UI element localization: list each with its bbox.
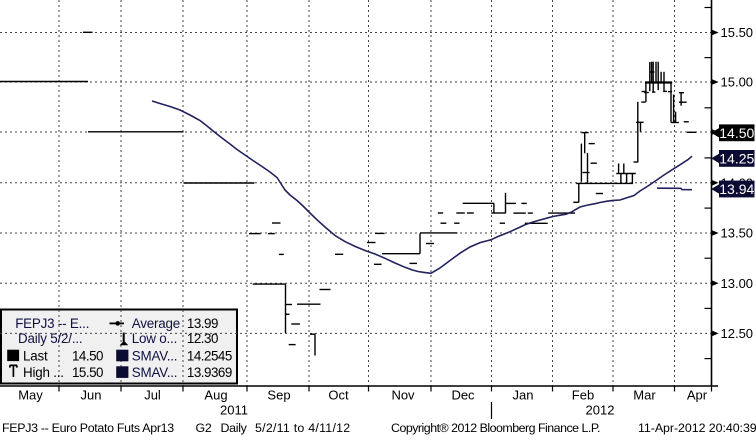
svg-text:14.25: 14.25 xyxy=(719,150,754,166)
svg-text:Oct: Oct xyxy=(328,388,349,403)
svg-text:SMAV...: SMAV... xyxy=(132,348,178,363)
svg-text:Nov: Nov xyxy=(391,388,415,403)
svg-text:14.50: 14.50 xyxy=(719,125,754,141)
svg-text:13.94: 13.94 xyxy=(719,181,754,197)
svg-text:FEPJ3 -- Euro Potato Futs Apr: FEPJ3 -- Euro Potato Futs Apr13 xyxy=(2,421,174,435)
svg-text:Apr: Apr xyxy=(687,388,708,403)
svg-text:Mar: Mar xyxy=(633,388,656,403)
svg-text:Sep: Sep xyxy=(267,388,290,403)
svg-text:13.00: 13.00 xyxy=(721,276,754,291)
svg-text:Jun: Jun xyxy=(81,388,102,403)
svg-text:Aug: Aug xyxy=(204,388,227,403)
svg-text:Jan: Jan xyxy=(513,388,534,403)
svg-text:11-Apr-2012 20:40:39: 11-Apr-2012 20:40:39 xyxy=(638,421,756,435)
svg-text:Daily 5/2/...: Daily 5/2/... xyxy=(18,331,82,346)
svg-text:15.50: 15.50 xyxy=(72,365,103,380)
svg-text:Daily: Daily xyxy=(221,421,248,435)
svg-text:Jul: Jul xyxy=(144,388,161,403)
svg-text:2011: 2011 xyxy=(220,403,248,418)
svg-text:Last: Last xyxy=(23,348,48,363)
svg-text:Average: Average xyxy=(132,316,180,331)
svg-text:May: May xyxy=(18,388,43,403)
svg-text:Feb: Feb xyxy=(572,388,594,403)
svg-text:13.50: 13.50 xyxy=(721,226,754,241)
svg-text:12.30: 12.30 xyxy=(187,331,218,346)
svg-text:5/2/11 to 4/11/12: 5/2/11 to 4/11/12 xyxy=(255,421,350,435)
svg-text:2012: 2012 xyxy=(586,403,615,418)
svg-text:High ...: High ... xyxy=(23,365,64,380)
svg-text:13.9369: 13.9369 xyxy=(187,365,232,380)
svg-text:Dec: Dec xyxy=(451,388,475,403)
svg-text:FEPJ3 -- E...: FEPJ3 -- E... xyxy=(15,316,89,331)
svg-text:Low o...: Low o... xyxy=(132,331,177,346)
svg-text:G2: G2 xyxy=(196,421,212,435)
svg-text:SMAV...: SMAV... xyxy=(132,365,178,380)
svg-text:13.99: 13.99 xyxy=(187,316,218,331)
svg-text:12.50: 12.50 xyxy=(721,326,754,341)
svg-text:15.50: 15.50 xyxy=(721,25,754,40)
svg-text:14.2545: 14.2545 xyxy=(187,348,232,363)
svg-text:14.50: 14.50 xyxy=(72,348,103,363)
svg-text:Copyright® 2012 Bloomberg Fina: Copyright® 2012 Bloomberg Finance L.P. xyxy=(391,421,600,435)
svg-text:15.00: 15.00 xyxy=(721,75,754,90)
